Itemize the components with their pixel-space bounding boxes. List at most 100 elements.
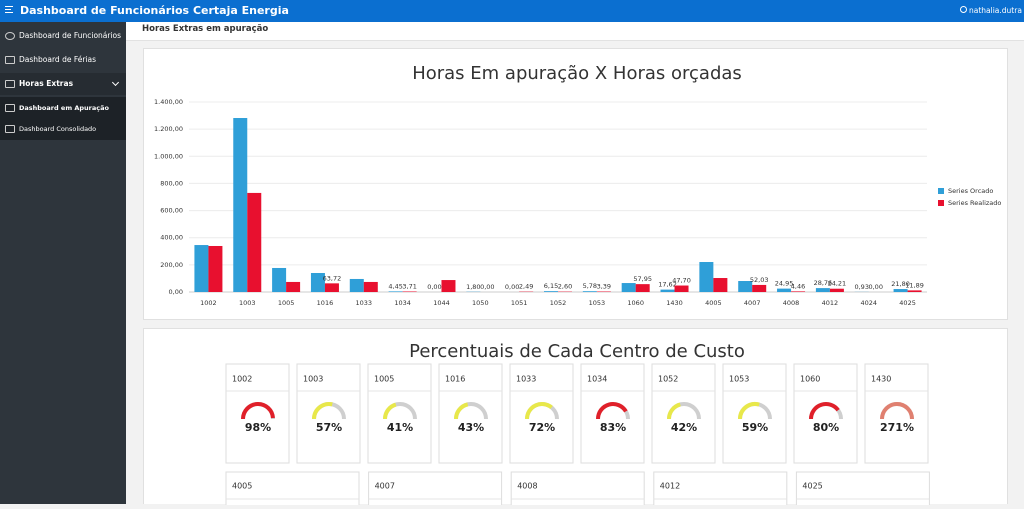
y-tick-label: 800,00 — [160, 179, 183, 187]
bar — [350, 279, 364, 292]
app-title: Dashboard de Funcionários Certaja Energi… — [20, 4, 289, 17]
value-label: 52,03 — [750, 276, 769, 284]
legend-label: Series Orcado — [948, 187, 993, 195]
bar — [752, 285, 766, 292]
x-tick-label: 4012 — [822, 299, 839, 307]
bar — [208, 246, 222, 292]
x-tick-label: 1060 — [627, 299, 644, 307]
value-label: 3,71 — [402, 282, 416, 290]
bar — [233, 118, 247, 292]
value-label: 63,72 — [323, 274, 342, 282]
nav-item[interactable]: Horas Extras — [0, 73, 126, 95]
value-label: 4,46 — [791, 282, 805, 290]
gauge-value: 59% — [742, 421, 768, 434]
x-tick-label: 1052 — [550, 299, 567, 307]
value-label: 3,39 — [597, 283, 611, 291]
y-tick-label: 200,00 — [160, 261, 183, 269]
legend-swatch — [938, 188, 944, 194]
x-tick-label: 4025 — [899, 299, 916, 307]
y-tick-label: 0,00 — [169, 288, 183, 296]
x-tick-label: 1016 — [317, 299, 334, 307]
x-tick-label: 1003 — [239, 299, 256, 307]
value-label: 24,21 — [828, 280, 847, 288]
y-tick-label: 1.000,00 — [154, 152, 183, 160]
gauge-grid: Percentuais de Cada Centro de Custo 1002 9… — [144, 329, 1009, 505]
card-title: 1060 — [800, 375, 820, 384]
x-tick-label: 4007 — [744, 299, 761, 307]
bar — [777, 289, 791, 292]
bar — [583, 291, 597, 292]
y-tick-label: 1.200,00 — [154, 125, 183, 133]
nav-icon — [5, 125, 15, 133]
y-tick-label: 400,00 — [160, 234, 183, 242]
bar — [194, 245, 208, 292]
bar — [699, 262, 713, 292]
x-tick-label: 1033 — [356, 299, 373, 307]
card-title: 1033 — [516, 375, 536, 384]
legend-label: Series Realizado — [948, 199, 1001, 207]
nav-item[interactable]: Dashboard de Funcionários — [0, 24, 126, 48]
bar — [661, 290, 675, 292]
value-label: 0,93 — [854, 283, 868, 291]
bar — [403, 291, 417, 292]
bar — [389, 291, 403, 292]
x-tick-label: 1051 — [511, 299, 528, 307]
value-label: 47,70 — [672, 277, 691, 285]
card-title: 1003 — [303, 375, 323, 384]
x-tick-label: 1053 — [589, 299, 606, 307]
value-label: 5,78 — [583, 282, 597, 290]
gauge-value: 80% — [813, 421, 839, 434]
bar — [894, 289, 908, 292]
bar — [325, 283, 339, 292]
card-title: 4008 — [517, 482, 537, 491]
x-tick-label: 1005 — [278, 299, 295, 307]
x-tick-label: 4005 — [705, 299, 722, 307]
gauge-value: 83% — [600, 421, 626, 434]
user-menu[interactable]: nathalia.dutra — [969, 6, 1022, 15]
sidebar: Dashboard de Funcionários Dashboard de Fé… — [0, 22, 126, 504]
value-label: 2,49 — [519, 283, 533, 291]
x-tick-label: 4024 — [860, 299, 877, 307]
bar — [364, 282, 378, 292]
value-label: 57,95 — [633, 275, 652, 283]
section-title: Percentuais de Cada Centro de Custo — [409, 341, 745, 362]
card-title: 1002 — [232, 375, 252, 384]
gauge-value: 72% — [529, 421, 555, 434]
x-tick-label: 4008 — [783, 299, 800, 307]
card-title: 1005 — [374, 375, 394, 384]
card-title: 4025 — [802, 482, 822, 491]
chart: Horas Em apuração X Horas orçadas 0,00 200… — [144, 49, 1009, 321]
breadcrumb: Horas Extras em apuração — [142, 24, 268, 34]
y-tick-label: 600,00 — [160, 207, 183, 215]
value-label: 6,15 — [544, 282, 558, 290]
nav-item[interactable]: Dashboard de Férias — [0, 48, 126, 72]
card-title: 1016 — [445, 375, 465, 384]
value-label: 0,00 — [868, 283, 882, 291]
nav-label: Dashboard em Apuração — [19, 102, 109, 114]
bar — [272, 268, 286, 292]
gauge-value: 98% — [245, 421, 271, 434]
nav-label: Dashboard Consolidado — [19, 123, 96, 135]
value-label: 11,89 — [905, 281, 924, 289]
chart-title: Horas Em apuração X Horas orçadas — [412, 63, 742, 84]
bar — [830, 289, 844, 292]
legend-swatch — [938, 200, 944, 206]
nav-item[interactable]: Dashboard em Apuração — [0, 97, 126, 118]
value-label: 0,00 — [427, 283, 441, 291]
nav-item[interactable]: Dashboard Consolidado — [0, 118, 126, 140]
value-label: 1,80 — [466, 283, 480, 291]
menu-button[interactable] — [5, 6, 13, 13]
x-tick-label: 1002 — [200, 299, 217, 307]
x-tick-label: 1044 — [433, 299, 450, 307]
card-title: 4012 — [660, 482, 680, 491]
breadcrumb-bar: Horas Extras em apuração — [126, 22, 1024, 41]
bar — [247, 193, 261, 292]
chart-panel: Horas Em apuração X Horas orçadas 0,00 200… — [143, 48, 1008, 320]
card-title: 1052 — [658, 375, 678, 384]
x-tick-label: 1430 — [666, 299, 683, 307]
bar — [544, 291, 558, 292]
gauge-value: 42% — [671, 421, 697, 434]
bar — [675, 286, 689, 292]
nav-label: Dashboard de Funcionários — [19, 30, 121, 42]
